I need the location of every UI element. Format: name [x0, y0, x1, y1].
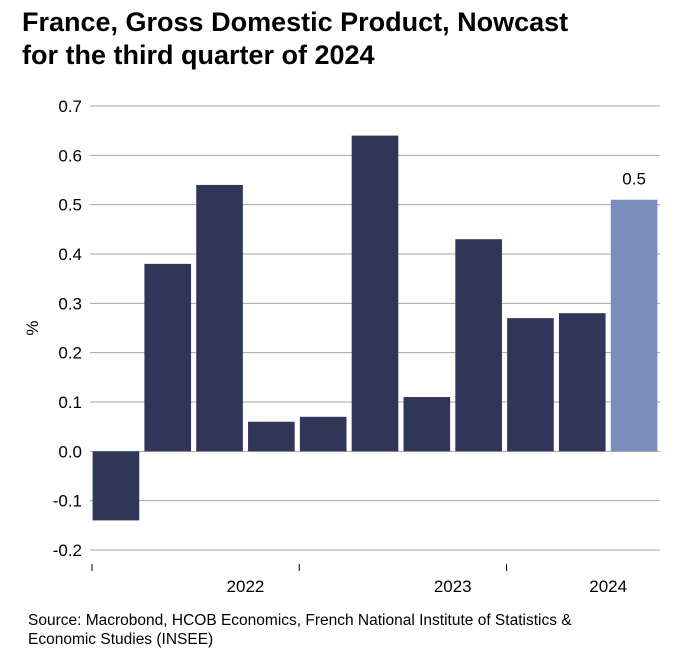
bar: [92, 451, 140, 521]
bar: [558, 313, 606, 452]
x-year-label: 2024: [589, 577, 627, 596]
source-line-2: Economic Studies (INSEE): [28, 631, 214, 648]
bar: [351, 135, 399, 452]
nowcast-bar: [610, 199, 658, 452]
bar: [248, 421, 295, 452]
source-note: Source: Macrobond, HCOB Economics, Frenc…: [28, 611, 668, 649]
source-line-1: Source: Macrobond, HCOB Economics, Frenc…: [28, 612, 572, 629]
x-axis: 2022 2023 2024: [91, 564, 627, 596]
bar: [403, 397, 451, 452]
bars: [92, 135, 658, 521]
gdp-bar-chart: 0.70.60.50.40.30.20.10.0-0.1-0.2 2022 202…: [23, 97, 660, 596]
y-tick-label: 0.6: [58, 146, 82, 165]
y-tick-label: 0.1: [58, 393, 82, 412]
y-axis-tick-labels: 0.7 0.6 0.5 0.4 0.3 0.2 0.1 0.0 -0.1 -0.2: [53, 97, 82, 560]
bar: [196, 184, 243, 452]
x-year-label: 2022: [227, 577, 265, 596]
y-tick-label: -0.1: [53, 492, 82, 511]
y-axis-label: %: [23, 320, 42, 335]
data-label: 0.5: [622, 170, 646, 189]
bar: [299, 416, 347, 452]
bar: [144, 263, 192, 452]
y-tick-label: -0.2: [53, 541, 82, 560]
x-year-label: 2023: [434, 577, 472, 596]
y-tick-label: 0.4: [58, 245, 82, 264]
y-tick-label: 0.7: [58, 97, 82, 116]
chart-title: France, Gross Domestic Product, Nowcast …: [22, 6, 672, 72]
bar: [507, 318, 554, 452]
annotations: 0.5: [622, 170, 646, 189]
chart-title-line-1: France, Gross Domestic Product, Nowcast: [22, 7, 569, 37]
y-tick-label: 0.3: [58, 294, 82, 313]
y-tick-label: 0.2: [58, 344, 82, 363]
y-tick-label: 0.5: [58, 196, 82, 215]
bar: [455, 239, 502, 452]
y-tick-label: 0.0: [58, 442, 82, 461]
chart-title-line-2: for the third quarter of 2024: [22, 40, 375, 70]
